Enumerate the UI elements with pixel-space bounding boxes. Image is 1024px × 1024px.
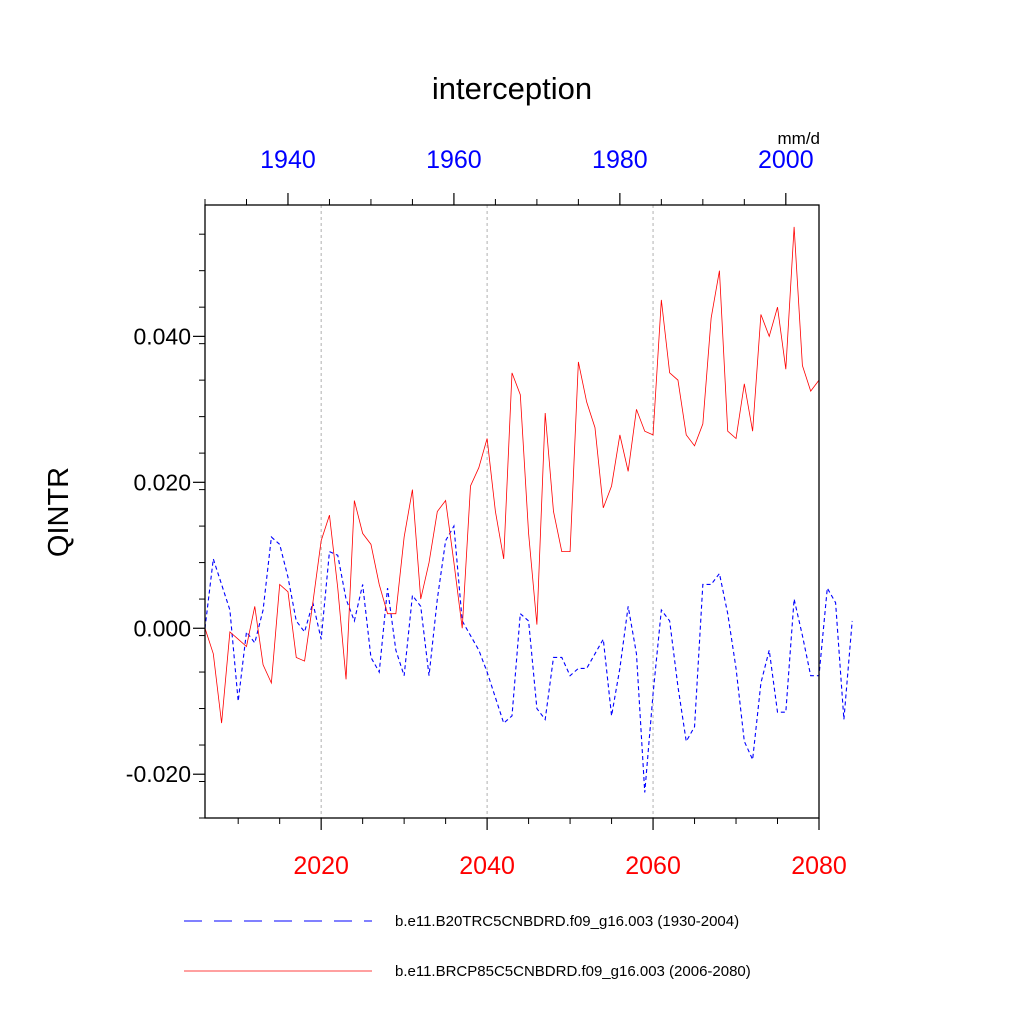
plot-frame — [204, 204, 820, 819]
bottom-tick-label: 2040 — [459, 852, 515, 880]
series-line-1 — [204, 226, 820, 724]
series-line-0 — [204, 524, 853, 793]
y-tick-label: 0.020 — [133, 469, 191, 495]
series-layer — [204, 226, 853, 793]
top-tick-label: 1980 — [592, 146, 648, 174]
top-tick-label: 1940 — [260, 146, 316, 174]
bottom-tick-label: 2060 — [625, 852, 681, 880]
top-tick-label: 1960 — [426, 146, 482, 174]
legend-label-future: b.e11.BRCP85C5CNBDRD.f09_g16.003 (2006-2… — [395, 963, 751, 980]
y-axis-label: QINTR — [43, 467, 75, 557]
chart-title: interception — [432, 71, 592, 106]
units-label: mm/d — [778, 129, 821, 148]
y-tick-label: 0.040 — [133, 323, 191, 349]
bottom-tick-label: 2020 — [293, 852, 349, 880]
legend: b.e11.B20TRC5CNBDRD.f09_g16.003 (1930-20… — [184, 913, 751, 980]
grid-lines — [320, 205, 654, 818]
bottom-tick-label: 2080 — [791, 852, 847, 880]
y-tick-label: 0.000 — [133, 615, 191, 641]
axes: -0.020 0.000 0.020 0.040 2020 2040 2060 2080 194… — [126, 146, 847, 880]
top-tick-label: 2000 — [758, 146, 814, 174]
legend-label-historical: b.e11.B20TRC5CNBDRD.f09_g16.003 (1930-20… — [395, 913, 739, 930]
y-tick-label: -0.020 — [126, 761, 191, 787]
